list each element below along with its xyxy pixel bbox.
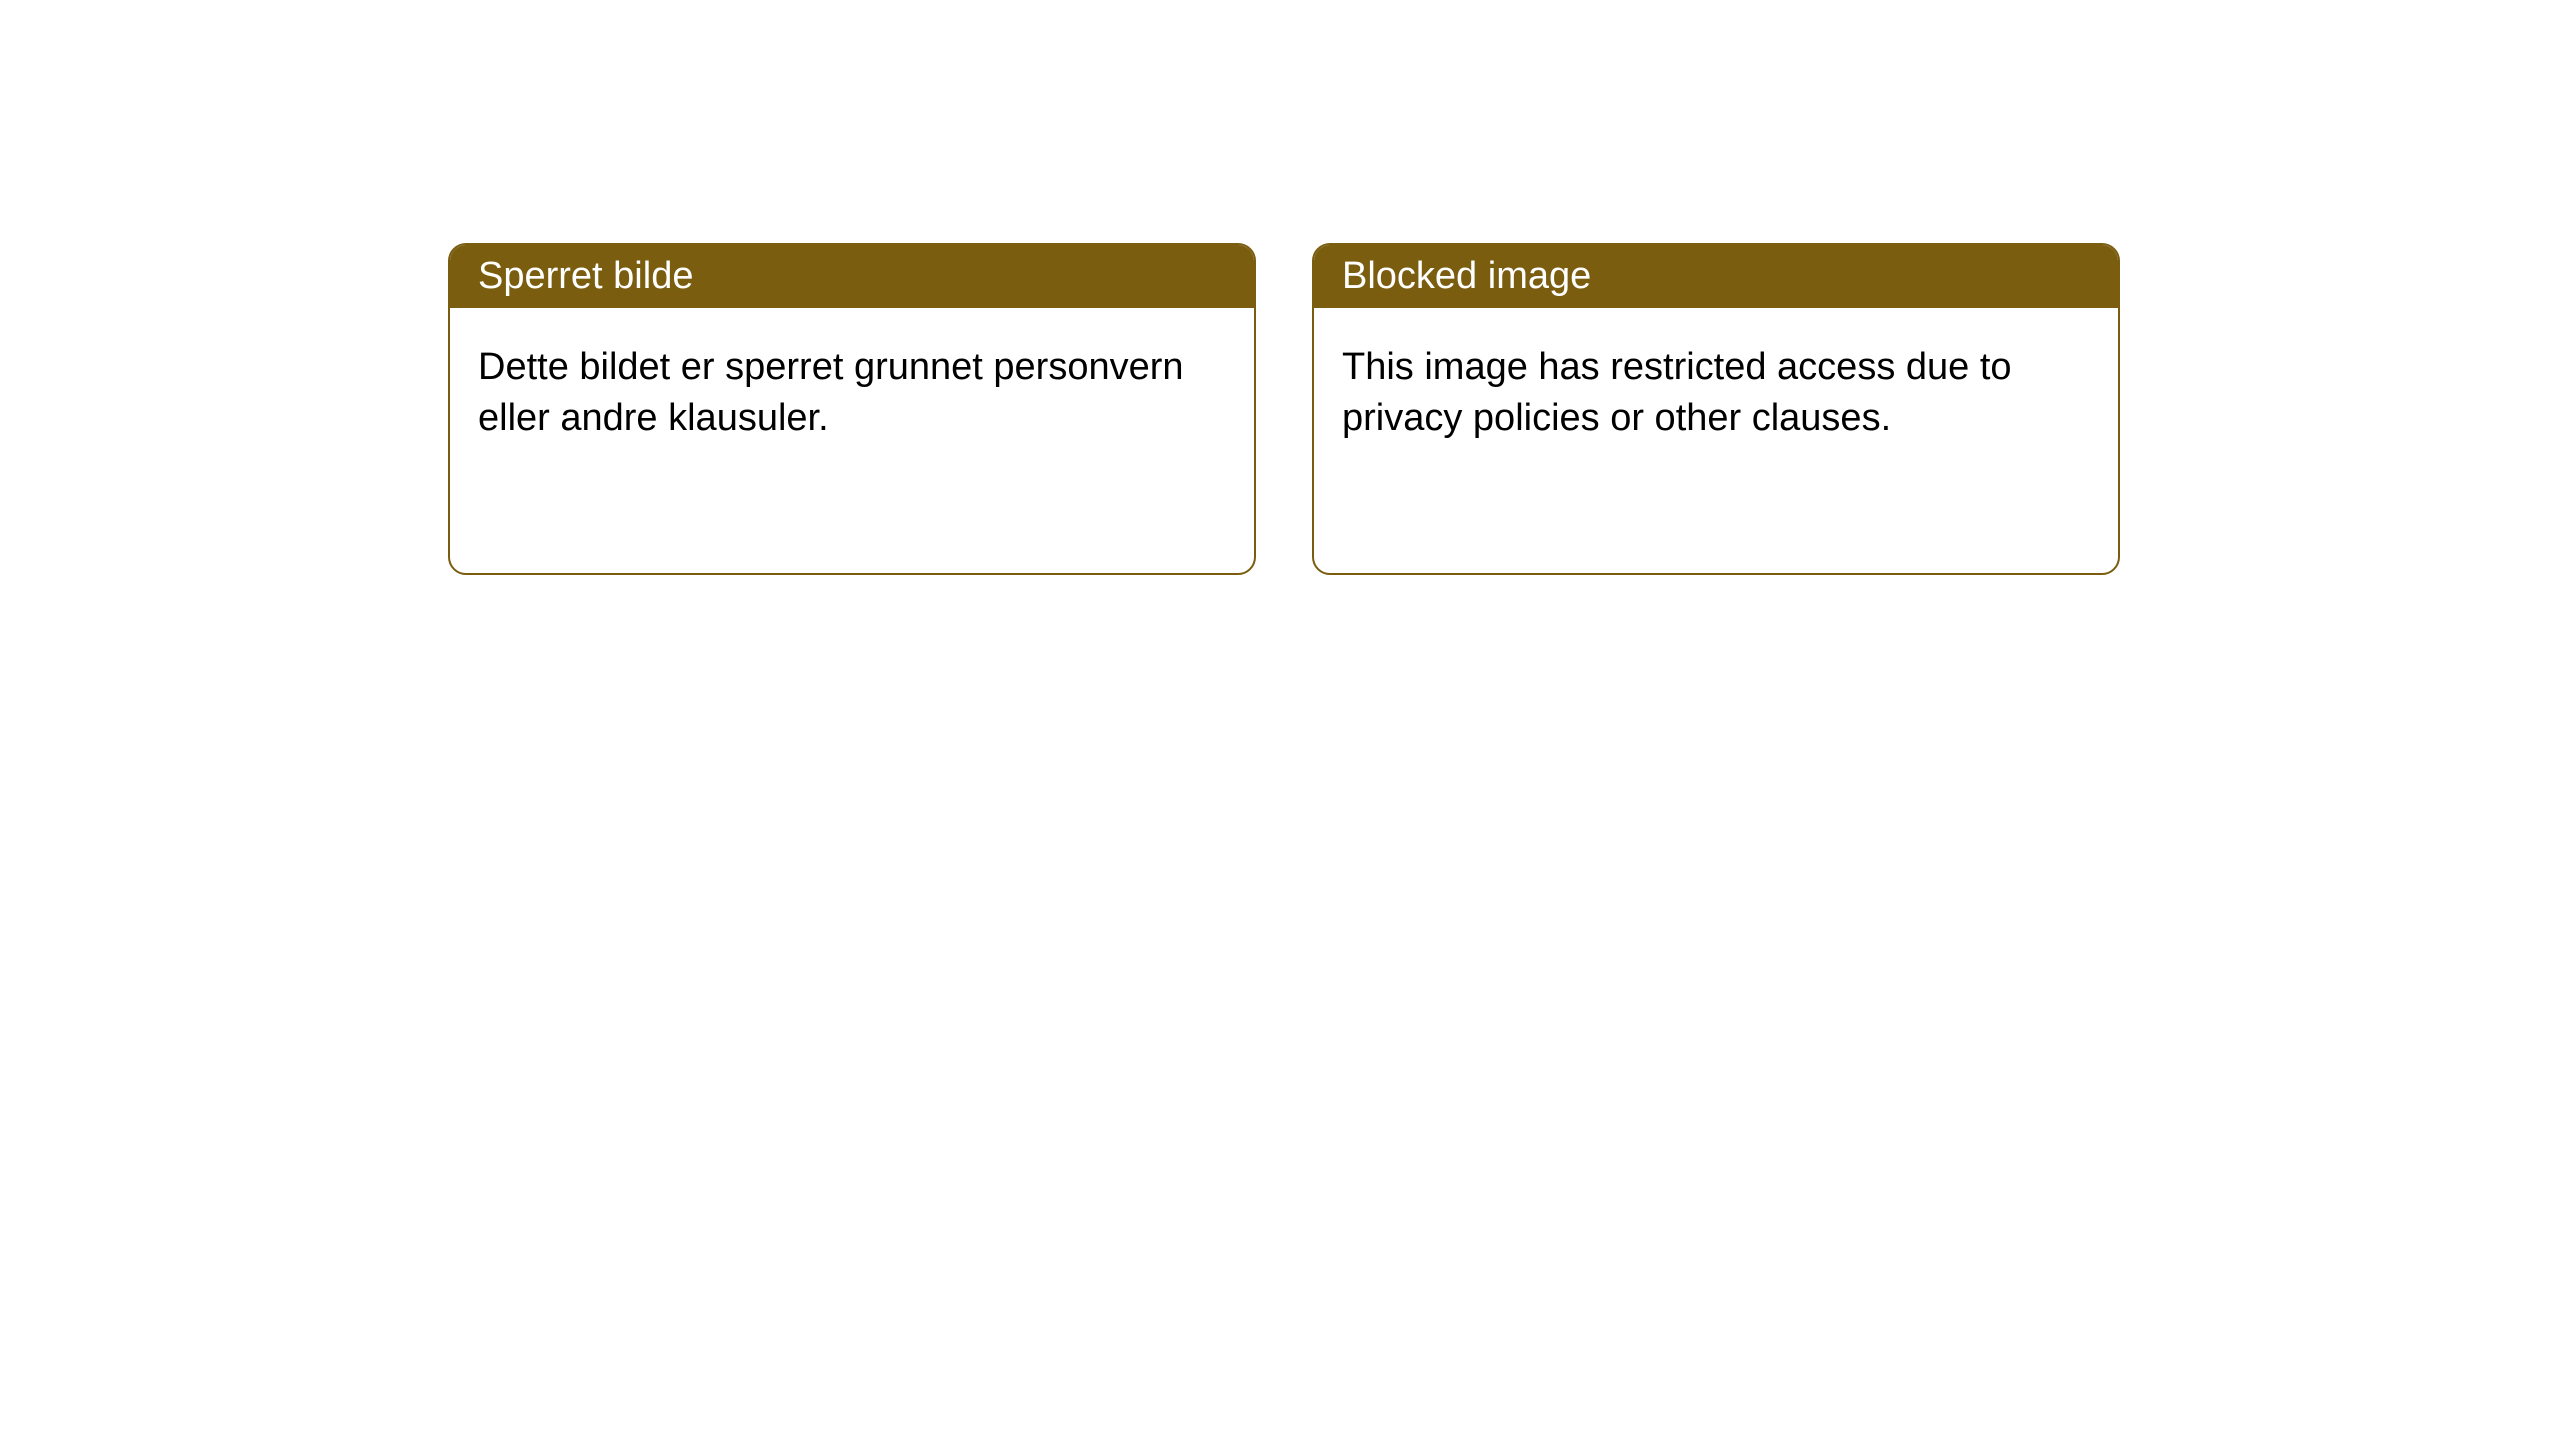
card-header-norwegian: Sperret bilde bbox=[450, 245, 1254, 308]
card-body-norwegian: Dette bildet er sperret grunnet personve… bbox=[450, 308, 1254, 479]
card-title-english: Blocked image bbox=[1342, 255, 1591, 297]
blocked-image-card-english: Blocked image This image has restricted … bbox=[1312, 243, 2120, 575]
blocked-image-card-norwegian: Sperret bilde Dette bildet er sperret gr… bbox=[448, 243, 1256, 575]
card-body-english: This image has restricted access due to … bbox=[1314, 308, 2118, 479]
card-message-norwegian: Dette bildet er sperret grunnet personve… bbox=[478, 346, 1184, 439]
card-header-english: Blocked image bbox=[1314, 245, 2118, 308]
card-title-norwegian: Sperret bilde bbox=[478, 255, 693, 297]
notice-container: Sperret bilde Dette bildet er sperret gr… bbox=[0, 0, 2560, 575]
card-message-english: This image has restricted access due to … bbox=[1342, 346, 2012, 439]
